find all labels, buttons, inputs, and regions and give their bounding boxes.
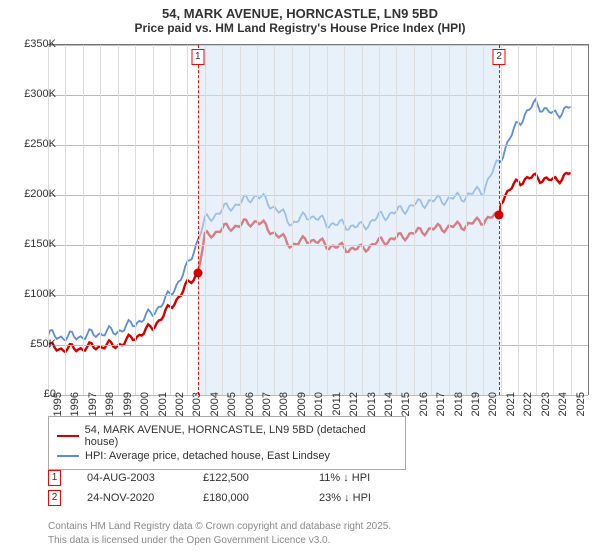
- sale-delta: 11% ↓ HPI: [319, 472, 409, 484]
- x-tick-label: 2022: [522, 392, 534, 432]
- title-block: 54, MARK AVENUE, HORNCASTLE, LN9 5BD Pri…: [0, 0, 600, 37]
- x-gridline: [414, 45, 415, 395]
- y-tick-label: £50K: [12, 338, 56, 350]
- x-tick-label: 2020: [487, 392, 499, 432]
- x-tick-label: 2023: [540, 392, 552, 432]
- y-tick-label: £150K: [12, 238, 56, 250]
- x-tick-label: 2006: [244, 392, 256, 432]
- sales-table: 1 04-AUG-2003 £122,500 11% ↓ HPI 2 24-NO…: [48, 466, 558, 510]
- y-tick-label: £0: [12, 388, 56, 400]
- x-tick-label: 2008: [278, 392, 290, 432]
- x-gridline: [466, 45, 467, 395]
- x-tick-label: 2014: [383, 392, 395, 432]
- x-tick-label: 1995: [52, 392, 64, 432]
- x-gridline: [431, 45, 432, 395]
- sale-marker-box: 1: [48, 470, 61, 486]
- x-gridline: [449, 45, 450, 395]
- x-tick-label: 2010: [313, 392, 325, 432]
- x-tick-label: 2002: [174, 392, 186, 432]
- x-tick-label: 2012: [348, 392, 360, 432]
- x-tick-label: 1996: [69, 392, 81, 432]
- title-line1: 54, MARK AVENUE, HORNCASTLE, LN9 5BD: [0, 6, 600, 21]
- marker-line: [198, 45, 199, 395]
- marker-label-box: 1: [191, 49, 204, 65]
- y-tick-label: £300K: [12, 88, 56, 100]
- footer-line1: Contains HM Land Registry data © Crown c…: [48, 520, 568, 534]
- marker-dot: [495, 211, 504, 220]
- x-tick-label: 2018: [453, 392, 465, 432]
- x-gridline: [187, 45, 188, 395]
- x-tick-label: 2000: [139, 392, 151, 432]
- x-gridline: [309, 45, 310, 395]
- x-tick-label: 2013: [366, 392, 378, 432]
- legend-swatch: [57, 435, 79, 437]
- sale-delta: 23% ↓ HPI: [319, 492, 409, 504]
- x-tick-label: 2019: [470, 392, 482, 432]
- x-gridline: [518, 45, 519, 395]
- x-gridline: [483, 45, 484, 395]
- x-tick-label: 2004: [209, 392, 221, 432]
- x-gridline: [379, 45, 380, 395]
- x-gridline: [153, 45, 154, 395]
- x-gridline: [118, 45, 119, 395]
- x-gridline: [571, 45, 572, 395]
- y-tick-label: £100K: [12, 288, 56, 300]
- legend-swatch: [57, 455, 79, 457]
- x-gridline: [553, 45, 554, 395]
- x-gridline: [222, 45, 223, 395]
- x-gridline: [501, 45, 502, 395]
- x-gridline: [83, 45, 84, 395]
- x-tick-label: 2017: [435, 392, 447, 432]
- footer-attribution: Contains HM Land Registry data © Crown c…: [48, 520, 568, 547]
- x-gridline: [536, 45, 537, 395]
- x-tick-label: 2009: [296, 392, 308, 432]
- x-gridline: [396, 45, 397, 395]
- y-tick-label: £200K: [12, 188, 56, 200]
- sale-price: £122,500: [203, 472, 293, 484]
- x-tick-label: 2015: [400, 392, 412, 432]
- x-gridline: [344, 45, 345, 395]
- x-gridline: [292, 45, 293, 395]
- x-tick-label: 1998: [104, 392, 116, 432]
- x-gridline: [327, 45, 328, 395]
- sales-row: 1 04-AUG-2003 £122,500 11% ↓ HPI: [48, 470, 558, 486]
- sale-marker-box: 2: [48, 490, 61, 506]
- x-gridline: [205, 45, 206, 395]
- x-tick-label: 1997: [87, 392, 99, 432]
- x-gridline: [65, 45, 66, 395]
- marker-dot: [193, 268, 202, 277]
- x-tick-label: 1999: [122, 392, 134, 432]
- x-tick-label: 2001: [157, 392, 169, 432]
- sale-date: 04-AUG-2003: [87, 472, 177, 484]
- title-line2: Price paid vs. HM Land Registry's House …: [0, 21, 600, 35]
- x-tick-label: 2021: [505, 392, 517, 432]
- shaded-range: [198, 45, 499, 395]
- legend-label: HPI: Average price, detached house, East…: [85, 450, 330, 462]
- marker-label-box: 2: [493, 49, 506, 65]
- x-tick-label: 2005: [226, 392, 238, 432]
- x-tick-label: 2024: [557, 392, 569, 432]
- marker-line: [499, 45, 500, 395]
- chart-container: 54, MARK AVENUE, HORNCASTLE, LN9 5BD Pri…: [0, 0, 600, 560]
- sales-row: 2 24-NOV-2020 £180,000 23% ↓ HPI: [48, 490, 558, 506]
- x-gridline: [257, 45, 258, 395]
- footer-line2: This data is licensed under the Open Gov…: [48, 534, 568, 548]
- x-gridline: [170, 45, 171, 395]
- y-tick-label: £350K: [12, 38, 56, 50]
- x-tick-label: 2016: [418, 392, 430, 432]
- chart-plot-area: 12: [48, 44, 589, 395]
- sale-price: £180,000: [203, 492, 293, 504]
- legend-item: HPI: Average price, detached house, East…: [57, 450, 397, 462]
- y-tick-label: £250K: [12, 138, 56, 150]
- x-tick-label: 2025: [575, 392, 587, 432]
- x-tick-label: 2003: [191, 392, 203, 432]
- x-gridline: [135, 45, 136, 395]
- x-gridline: [100, 45, 101, 395]
- x-tick-label: 2007: [261, 392, 273, 432]
- sale-date: 24-NOV-2020: [87, 492, 177, 504]
- x-gridline: [362, 45, 363, 395]
- x-gridline: [274, 45, 275, 395]
- x-gridline: [240, 45, 241, 395]
- x-tick-label: 2011: [331, 392, 343, 432]
